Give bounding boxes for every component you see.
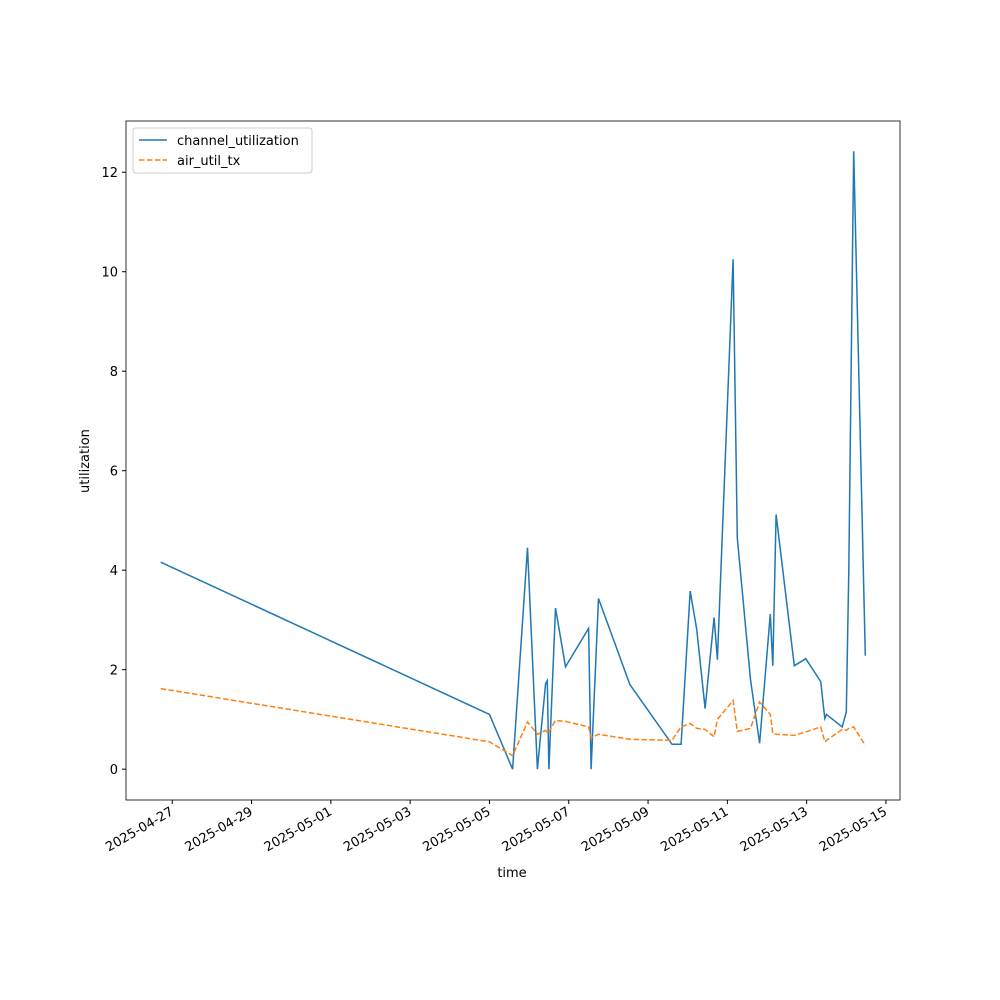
y-tick-label: 10: [101, 266, 118, 281]
y-tick-label: 12: [101, 166, 118, 181]
y-tick-label: 6: [110, 465, 118, 480]
data-line: [160, 151, 867, 770]
x-tick-label: 2025-04-27: [103, 804, 176, 855]
y-tick-label: 0: [110, 763, 118, 778]
x-tick-label: 2025-05-01: [262, 804, 335, 855]
legend-label: channel_utilization: [177, 134, 299, 149]
legend: channel_utilization air_util_tx: [132, 127, 313, 174]
data-line: [160, 687, 866, 757]
y-axis-label: utilization: [78, 429, 93, 493]
legend-label: air_util_tx: [177, 154, 241, 169]
x-tick-label: 2025-05-05: [421, 804, 494, 855]
plot-frame: [125, 120, 901, 801]
y-tick-label: 8: [110, 365, 118, 380]
y-tick-label: 2: [110, 664, 118, 679]
x-tick-label: 2025-05-13: [738, 804, 811, 855]
legend-box: [132, 127, 313, 174]
x-tick-label: 2025-05-11: [658, 804, 731, 855]
x-tick-label: 2025-05-03: [341, 804, 414, 855]
y-tick-label: 4: [110, 564, 118, 579]
x-axis-label: time: [497, 866, 526, 881]
x-tick-label: 2025-05-07: [500, 804, 573, 855]
x-tick-label: 2025-05-15: [817, 804, 890, 855]
x-tick-label: 2025-04-29: [183, 804, 256, 855]
x-tick-label: 2025-05-09: [579, 804, 652, 855]
